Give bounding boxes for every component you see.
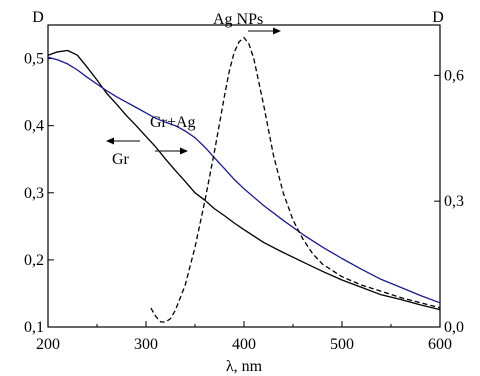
right-y-tick-label: 0,6 (444, 67, 464, 84)
x-tick-label: 400 (232, 336, 256, 353)
series-line-gr-ag (47, 56, 441, 304)
annotation-gr: Gr (112, 151, 130, 168)
left-y-tick-label: 0,4 (24, 118, 44, 135)
right-y-tick-label: 0,0 (444, 319, 464, 336)
x-tick-label: 500 (330, 336, 354, 353)
x-tick-label: 600 (428, 336, 452, 353)
series-line-ag-nps (150, 36, 441, 323)
right-y-axis-title: D (432, 9, 444, 26)
plot-frame (47, 24, 441, 328)
left-y-tick-label: 0,2 (24, 252, 44, 269)
left-y-axis-title: D (32, 9, 44, 26)
arrow-ag-nps-right (248, 27, 281, 35)
arrow-gr-right (155, 147, 188, 155)
x-axis-ticks: 200 300 400 500 600 (36, 321, 452, 353)
right-y-axis-ticks: 0,0 0,3 0,6 (434, 67, 464, 336)
annotation-gr-ag: Gr+Ag (150, 114, 195, 131)
x-tick-label: 200 (36, 336, 60, 353)
left-y-tick-label: 0,1 (24, 319, 44, 336)
series-line-gr (47, 49, 441, 311)
annotation-ag-nps: Ag NPs (213, 11, 263, 28)
x-axis-title: λ, nm (226, 358, 263, 375)
arrow-gr-ag-left (106, 137, 140, 145)
x-tick-label: 300 (134, 336, 158, 353)
left-y-axis-ticks: 0,1 0,2 0,3 0,4 0,5 (24, 51, 54, 336)
left-y-tick-label: 0,5 (24, 51, 44, 68)
left-y-tick-label: 0,3 (24, 185, 44, 202)
series-layer (47, 36, 441, 323)
right-y-tick-label: 0,3 (444, 193, 464, 210)
